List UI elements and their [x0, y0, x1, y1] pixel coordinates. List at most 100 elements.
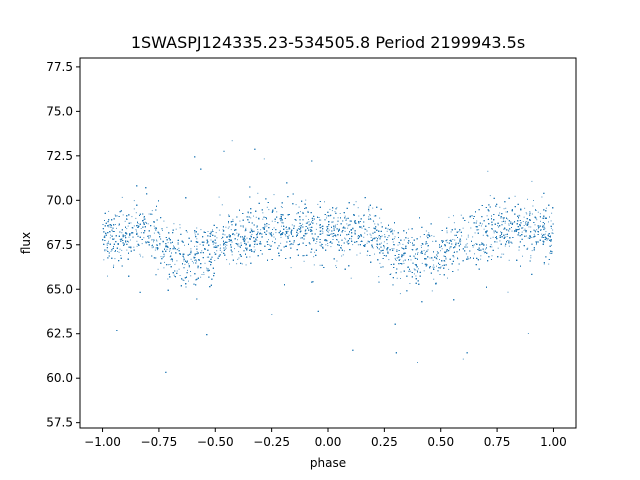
- data-point: [378, 276, 380, 278]
- data-point: [541, 233, 543, 235]
- data-point: [433, 235, 435, 237]
- data-point: [349, 224, 351, 226]
- data-point: [155, 247, 157, 249]
- data-point: [305, 207, 307, 209]
- data-point: [512, 222, 514, 224]
- data-point: [381, 235, 383, 237]
- data-point: [245, 227, 247, 229]
- data-point: [215, 232, 217, 234]
- data-point: [319, 244, 321, 246]
- data-point: [203, 273, 205, 275]
- data-point: [440, 250, 441, 252]
- data-point: [174, 247, 175, 249]
- data-point: [238, 243, 240, 245]
- data-point: [300, 237, 302, 239]
- data-point: [523, 216, 525, 218]
- data-point: [440, 266, 442, 268]
- data-point: [109, 237, 111, 239]
- data-point: [226, 244, 228, 246]
- data-point: [173, 223, 175, 225]
- data-point: [531, 180, 533, 182]
- data-point: [199, 243, 201, 245]
- data-point: [417, 252, 419, 254]
- data-point: [135, 217, 137, 219]
- data-point: [328, 225, 330, 227]
- data-point: [526, 235, 527, 237]
- data-point: [214, 260, 216, 261]
- data-point: [104, 235, 105, 237]
- data-point: [184, 263, 186, 265]
- data-point: [272, 233, 274, 235]
- data-point: [400, 271, 402, 273]
- data-point: [480, 255, 482, 257]
- data-point: [465, 253, 467, 255]
- data-point: [176, 249, 178, 251]
- data-point: [121, 249, 123, 251]
- data-point: [184, 244, 185, 246]
- data-point: [423, 250, 425, 252]
- data-point: [333, 236, 334, 238]
- data-point: [229, 263, 230, 265]
- data-point: [268, 239, 269, 241]
- data-point: [148, 213, 150, 215]
- data-point: [121, 232, 123, 234]
- data-point: [250, 228, 252, 230]
- data-point: [177, 242, 179, 244]
- data-point: [328, 229, 330, 231]
- data-point: [489, 195, 491, 197]
- data-point: [502, 217, 504, 219]
- data-point: [508, 223, 510, 225]
- data-point: [136, 230, 137, 232]
- data-point: [289, 244, 291, 245]
- data-point: [263, 158, 265, 160]
- data-point: [219, 244, 221, 246]
- data-point: [271, 220, 273, 222]
- data-point: [457, 258, 459, 260]
- data-point: [257, 229, 259, 230]
- data-point: [386, 230, 388, 232]
- data-point: [225, 246, 226, 248]
- data-point: [307, 210, 309, 212]
- data-point: [357, 235, 359, 237]
- data-point: [460, 240, 462, 242]
- data-point: [359, 252, 361, 254]
- data-point: [143, 218, 145, 220]
- data-point: [308, 221, 310, 223]
- data-point: [484, 252, 485, 254]
- data-point: [173, 274, 175, 276]
- data-point: [274, 220, 276, 222]
- data-point: [244, 230, 246, 232]
- data-point: [110, 234, 111, 236]
- data-point: [176, 270, 178, 272]
- data-point: [425, 251, 427, 253]
- data-point: [453, 256, 455, 258]
- data-point: [281, 225, 282, 227]
- data-point: [466, 238, 468, 240]
- data-point: [163, 267, 165, 269]
- data-point: [119, 239, 121, 240]
- data-point: [200, 229, 202, 231]
- data-point: [151, 210, 153, 212]
- data-point: [325, 244, 327, 246]
- data-point: [402, 260, 404, 262]
- data-point: [241, 263, 243, 265]
- data-point: [383, 247, 385, 249]
- data-point: [126, 218, 127, 220]
- data-point: [536, 229, 538, 231]
- data-point: [133, 225, 135, 227]
- data-point: [174, 275, 176, 277]
- data-point: [407, 266, 409, 268]
- data-point: [541, 229, 542, 231]
- data-point: [522, 227, 524, 229]
- data-point: [337, 217, 339, 219]
- data-point: [490, 237, 492, 239]
- data-point: [175, 228, 177, 230]
- data-point: [231, 254, 233, 256]
- data-point: [183, 280, 185, 281]
- data-point: [528, 226, 530, 228]
- data-point: [409, 283, 411, 284]
- data-point: [396, 277, 398, 279]
- data-point: [169, 250, 170, 252]
- data-point: [164, 261, 165, 263]
- data-point: [427, 249, 429, 251]
